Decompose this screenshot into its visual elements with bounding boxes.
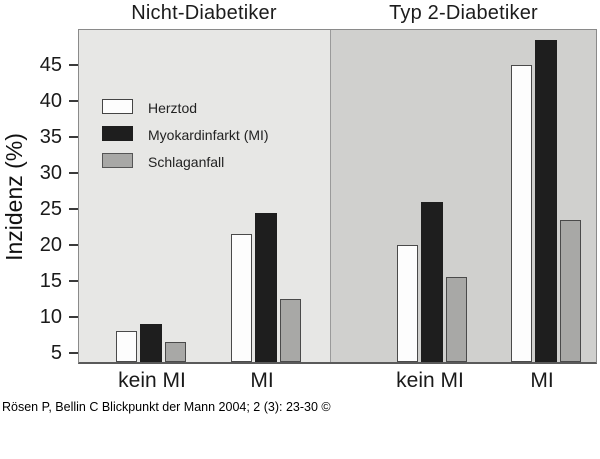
- x-group-label-0-kein-mi: kein MI: [118, 369, 186, 392]
- bar-herztod-nicht-diabetiker-kein-mi: [115, 331, 138, 362]
- y-tick-mark-5: [69, 352, 78, 354]
- y-tick-label-40: 40: [39, 90, 62, 112]
- y-tick-label-30: 30: [39, 162, 62, 184]
- y-tick-mark-25: [69, 208, 78, 210]
- y-tick-mark-40: [69, 100, 78, 102]
- x-group-label-2-kein-mi: kein MI: [396, 369, 464, 392]
- y-tick-label-5: 5: [50, 342, 62, 364]
- legend-label-myokardinfarkt: Myokardinfarkt (MI): [148, 127, 269, 143]
- bar-herztod-typ-2-diabetiker-mi: [510, 65, 533, 362]
- bar-herztod-nicht-diabetiker-mi: [230, 234, 253, 362]
- y-tick-mark-45: [69, 64, 78, 66]
- bar-myokardinfarkt-mi-nicht-diabetiker-mi: [255, 212, 277, 362]
- bar-herztod-typ-2-diabetiker-kein-mi: [396, 245, 419, 362]
- y-tick-label-15: 15: [39, 270, 62, 292]
- bar-myokardinfarkt-mi-nicht-diabetiker-kein-mi: [140, 324, 162, 362]
- bar-schlaganfall-nicht-diabetiker-mi: [279, 299, 302, 362]
- bar-myokardinfarkt-mi-typ-2-diabetiker-kein-mi: [421, 201, 443, 362]
- y-tick-label-10: 10: [39, 306, 62, 328]
- y-tick-label-20: 20: [39, 234, 62, 256]
- bar-schlaganfall-typ-2-diabetiker-kein-mi: [445, 277, 468, 362]
- y-tick-label-45: 45: [39, 54, 62, 76]
- legend-swatch-herztod: [102, 99, 133, 114]
- citation-text: Rösen P, Bellin C Blickpunkt der Mann 20…: [2, 400, 331, 414]
- legend-label-herztod: Herztod: [148, 100, 198, 116]
- bar-schlaganfall-typ-2-diabetiker-mi: [559, 219, 582, 362]
- panel-title-typ2-diabetiker: Typ 2-Diabetiker: [389, 2, 538, 24]
- y-tick-label-35: 35: [39, 126, 62, 148]
- bar-myokardinfarkt-mi-typ-2-diabetiker-mi: [535, 39, 557, 362]
- legend-label-schlaganfall: Schlaganfall: [148, 154, 225, 170]
- y-tick-mark-35: [69, 136, 78, 138]
- y-tick-mark-15: [69, 280, 78, 282]
- panel-title-nicht-diabetiker: Nicht-Diabetiker: [131, 2, 277, 24]
- legend-swatch-myokardinfarkt: [102, 126, 133, 141]
- legend-swatch-schlaganfall: [102, 153, 133, 168]
- y-tick-label-25: 25: [39, 198, 62, 220]
- y-tick-mark-20: [69, 244, 78, 246]
- x-group-label-3-mi: MI: [530, 369, 554, 392]
- x-group-label-1-mi: MI: [250, 369, 274, 392]
- y-tick-mark-10: [69, 316, 78, 318]
- y-tick-mark-30: [69, 172, 78, 174]
- bar-schlaganfall-nicht-diabetiker-kein-mi: [164, 342, 187, 362]
